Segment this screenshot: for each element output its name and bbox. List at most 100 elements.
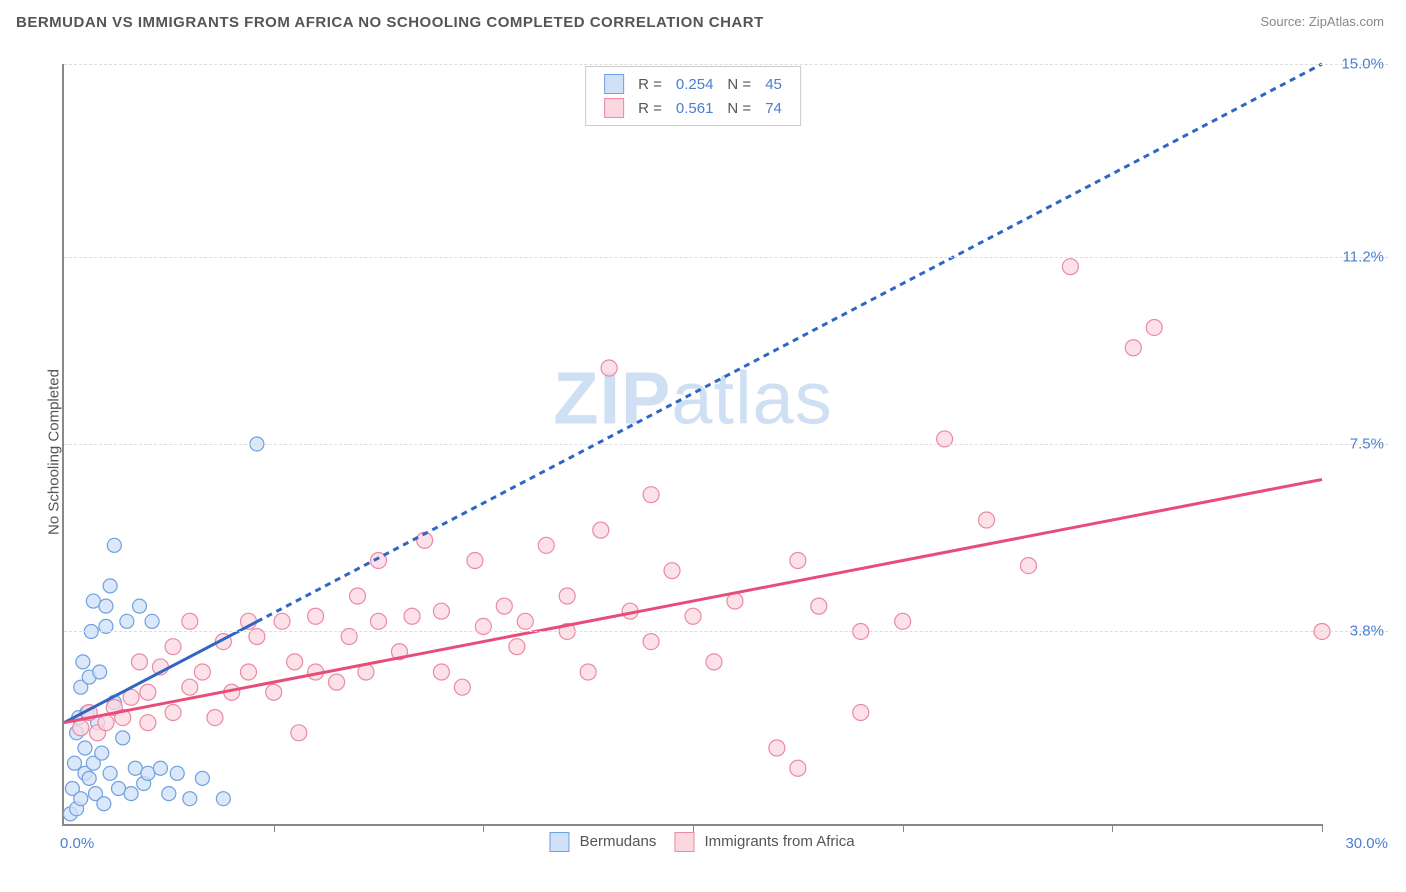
scatter-point (350, 588, 366, 604)
scatter-point (145, 614, 159, 628)
scatter-point (266, 684, 282, 700)
scatter-point (82, 771, 96, 785)
scatter-point (790, 760, 806, 776)
chart-title: BERMUDAN VS IMMIGRANTS FROM AFRICA NO SC… (16, 14, 764, 31)
scatter-point (559, 588, 575, 604)
x-tick (693, 824, 694, 832)
scatter-point (132, 599, 146, 613)
scatter-point (580, 664, 596, 680)
y-axis-label: No Schooling Completed (46, 369, 63, 535)
plot-area: No Schooling Completed ZIPatlas R =0.254… (48, 48, 1388, 856)
grid-line (64, 64, 1388, 65)
legend-swatch (549, 832, 569, 852)
legend-r-value: 0.561 (670, 97, 720, 119)
x-tick (903, 824, 904, 832)
y-tick-label: 3.8% (1350, 623, 1384, 640)
scatter-point (165, 705, 181, 721)
fit-line-extrapolated (257, 64, 1322, 622)
scatter-point (433, 603, 449, 619)
scatter-point (601, 360, 617, 376)
scatter-point (107, 538, 121, 552)
scatter-point (593, 522, 609, 538)
scatter-point (853, 705, 869, 721)
fit-line (64, 479, 1322, 722)
scatter-point (1125, 340, 1141, 356)
scatter-point (103, 579, 117, 593)
scatter-point (182, 613, 198, 629)
x-tick (483, 824, 484, 832)
legend-top: R =0.254N =45R =0.561N =74 (585, 66, 801, 126)
legend-top-table: R =0.254N =45R =0.561N =74 (596, 71, 790, 121)
scatter-point (769, 740, 785, 756)
legend-top-row: R =0.561N =74 (598, 97, 788, 119)
scatter-point (895, 613, 911, 629)
scatter-point (183, 792, 197, 806)
title-bar: BERMUDAN VS IMMIGRANTS FROM AFRICA NO SC… (0, 0, 1406, 37)
scatter-point (112, 782, 126, 796)
y-tick-label: 7.5% (1350, 436, 1384, 453)
x-axis-min-label: 0.0% (60, 835, 94, 852)
scatter-point (467, 553, 483, 569)
scatter-point (371, 613, 387, 629)
scatter-point (140, 684, 156, 700)
legend-n-value: 45 (759, 73, 788, 95)
scatter-point (124, 787, 138, 801)
source-label: Source: ZipAtlas.com (1260, 14, 1384, 29)
scatter-point (1146, 319, 1162, 335)
scatter-point (404, 608, 420, 624)
scatter-point (538, 537, 554, 553)
scatter-point (496, 598, 512, 614)
scatter-point (329, 674, 345, 690)
grid-line (64, 257, 1388, 258)
y-tick-label: 11.2% (1343, 248, 1384, 265)
scatter-point (78, 741, 92, 755)
legend-bottom: Bermudans Immigrants from Africa (531, 832, 854, 852)
scatter-point (99, 599, 113, 613)
legend-n-label: N = (721, 73, 757, 95)
scatter-point (1062, 259, 1078, 275)
legend-swatch (604, 98, 624, 118)
scatter-point (194, 664, 210, 680)
scatter-point (241, 664, 257, 680)
scatter-point (643, 634, 659, 650)
legend-swatch (674, 832, 694, 852)
scatter-point (170, 766, 184, 780)
y-tick-label: 15.0% (1341, 56, 1384, 73)
scatter-point (811, 598, 827, 614)
scatter-point (67, 756, 81, 770)
scatter-point (95, 746, 109, 760)
scatter-point (685, 608, 701, 624)
scatter-point (93, 665, 107, 679)
scatter-point (116, 731, 130, 745)
legend-r-label: R = (632, 73, 668, 95)
scatter-point (128, 761, 142, 775)
scatter-point (979, 512, 995, 528)
scatter-point (73, 720, 89, 736)
scatter-point (291, 725, 307, 741)
legend-r-value: 0.254 (670, 73, 720, 95)
grid-line (64, 444, 1388, 445)
scatter-point (103, 766, 117, 780)
x-tick (1322, 824, 1323, 832)
scatter-point (706, 654, 722, 670)
legend-label: Immigrants from Africa (700, 833, 854, 850)
legend-top-row: R =0.254N =45 (598, 73, 788, 95)
scatter-point (165, 639, 181, 655)
scatter-point (643, 487, 659, 503)
scatter-point (433, 664, 449, 680)
scatter-point (182, 679, 198, 695)
x-axis-max-label: 30.0% (1345, 835, 1388, 852)
page: BERMUDAN VS IMMIGRANTS FROM AFRICA NO SC… (0, 0, 1406, 892)
scatter-point (153, 761, 167, 775)
scatter-point (86, 594, 100, 608)
scatter-point (76, 655, 90, 669)
scatter-point (120, 614, 134, 628)
x-tick (274, 824, 275, 832)
legend-n-value: 74 (759, 97, 788, 119)
scatter-point (97, 797, 111, 811)
scatter-point (287, 654, 303, 670)
legend-r-label: R = (632, 97, 668, 119)
scatter-point (454, 679, 470, 695)
grid-line (64, 631, 1388, 632)
scatter-point (790, 553, 806, 569)
